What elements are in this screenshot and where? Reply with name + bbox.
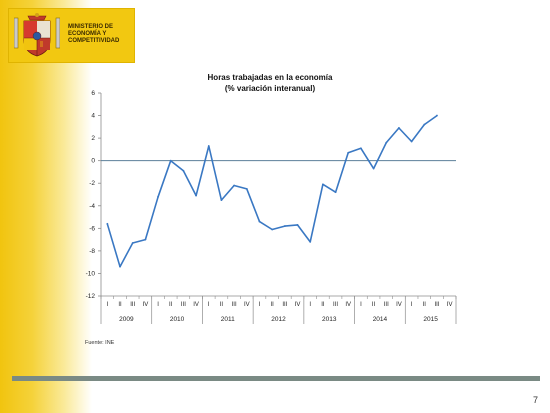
page-number: 7 <box>532 395 538 405</box>
y-tick-label: -2 <box>89 180 95 187</box>
year-label: 2011 <box>221 316 235 323</box>
x-tick-label: IV <box>396 302 402 308</box>
ministry-name: MINISTERIO DE ECONOMÍA Y COMPETITIVIDAD <box>68 24 134 45</box>
data-point <box>283 225 286 227</box>
x-tick-label: II <box>169 302 173 308</box>
x-tick-label: II <box>118 302 122 308</box>
data-point <box>195 194 197 197</box>
x-tick-label: II <box>423 302 427 308</box>
data-point <box>258 220 261 223</box>
year-label: 2009 <box>119 316 134 323</box>
ministry-line-1: MINISTERIO DE <box>68 24 114 30</box>
left-decorative-band <box>0 0 92 413</box>
chart-subtitle: (% variación interanual) <box>224 84 316 93</box>
data-point <box>271 228 274 231</box>
chart-title: Horas trabajadas en la economía <box>207 73 333 82</box>
series-line <box>106 114 438 268</box>
data-point <box>182 169 185 172</box>
x-tick-label: I <box>157 302 159 308</box>
data-point <box>119 265 121 268</box>
x-tick-label: III <box>130 302 135 308</box>
x-tick-label: IV <box>447 302 453 308</box>
y-tick-label: 2 <box>91 135 95 142</box>
y-tick-label: 6 <box>91 90 95 97</box>
x-tick-label: I <box>259 302 261 308</box>
data-point <box>220 199 223 202</box>
x-tick-label: IV <box>193 302 199 308</box>
x-tick-label: I <box>208 302 210 308</box>
x-tick-label: II <box>372 302 376 308</box>
year-label: 2012 <box>271 316 286 323</box>
year-label: 2014 <box>373 316 388 323</box>
x-tick-label: II <box>270 302 274 308</box>
data-point <box>398 127 400 129</box>
x-tick-label: III <box>333 302 338 308</box>
data-point <box>372 167 375 170</box>
x-tick-label: IV <box>345 302 351 308</box>
x-tick-label: III <box>232 302 237 308</box>
x-tick-label: III <box>181 302 186 308</box>
x-tick-label: I <box>360 302 362 308</box>
data-point <box>334 191 337 194</box>
ministry-line-3: COMPETITIVIDAD <box>68 38 120 44</box>
coat-of-arms-icon <box>14 13 60 57</box>
x-tick-label: III <box>282 302 287 308</box>
data-point <box>385 141 388 144</box>
chart-title-block: Horas trabajadas en la economía (% varia… <box>120 72 420 94</box>
data-point <box>360 147 362 150</box>
x-tick-label: II <box>220 302 224 308</box>
x-tick-label: IV <box>143 302 149 308</box>
data-point <box>233 184 236 187</box>
x-tick-label: IV <box>244 302 250 308</box>
data-point <box>245 187 248 190</box>
year-label: 2013 <box>322 316 337 323</box>
data-point <box>169 159 172 162</box>
y-tick-label: -4 <box>89 203 95 210</box>
data-point <box>436 114 438 117</box>
data-point <box>296 224 299 226</box>
x-tick-label: III <box>384 302 389 308</box>
data-point <box>410 140 413 143</box>
footer-bar <box>12 376 540 381</box>
data-point <box>106 222 109 225</box>
y-tick-label: -12 <box>86 293 96 300</box>
data-point <box>131 242 134 244</box>
data-point <box>347 151 350 154</box>
y-tick-label: -10 <box>86 270 96 277</box>
data-point <box>207 145 210 147</box>
y-tick-label: -6 <box>89 225 95 232</box>
y-tick-label: 0 <box>91 158 95 165</box>
x-tick-label: I <box>411 302 413 308</box>
x-tick-label: III <box>434 302 439 308</box>
data-point <box>157 195 159 198</box>
data-point <box>321 183 324 186</box>
year-label: 2010 <box>170 316 185 323</box>
x-tick-label: IV <box>295 302 301 308</box>
x-tick-label: I <box>107 302 109 308</box>
source-note: Fuente: INE <box>85 340 115 346</box>
year-label: 2015 <box>423 316 438 323</box>
y-tick-label: 4 <box>91 113 95 120</box>
data-point <box>144 238 147 241</box>
ministry-line-2: ECONOMÍA Y <box>68 31 107 37</box>
y-tick-label: -8 <box>89 248 95 255</box>
data-point <box>423 123 426 126</box>
x-tick-label: II <box>321 302 325 308</box>
data-point <box>309 240 312 243</box>
x-tick-label: I <box>309 302 311 308</box>
